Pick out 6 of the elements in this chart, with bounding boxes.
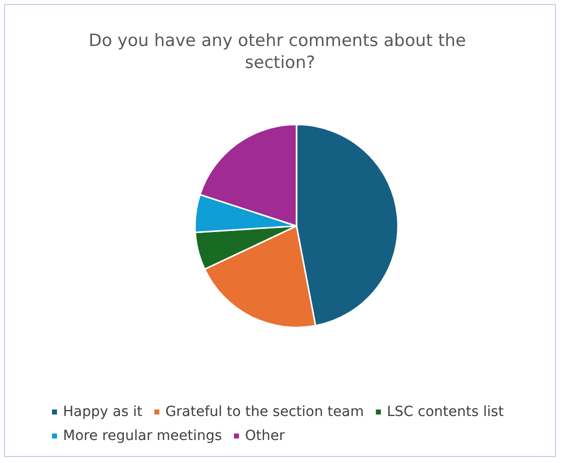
chart-title: Do you have any otehr comments about the section? <box>88 31 472 73</box>
legend-label: Grateful to the section team <box>165 404 364 420</box>
legend-label: LSC contents list <box>386 404 504 420</box>
legend-label: More regular meetings <box>63 428 222 444</box>
legend-label: Happy as it <box>63 404 143 420</box>
legend-label: Other <box>244 428 285 444</box>
